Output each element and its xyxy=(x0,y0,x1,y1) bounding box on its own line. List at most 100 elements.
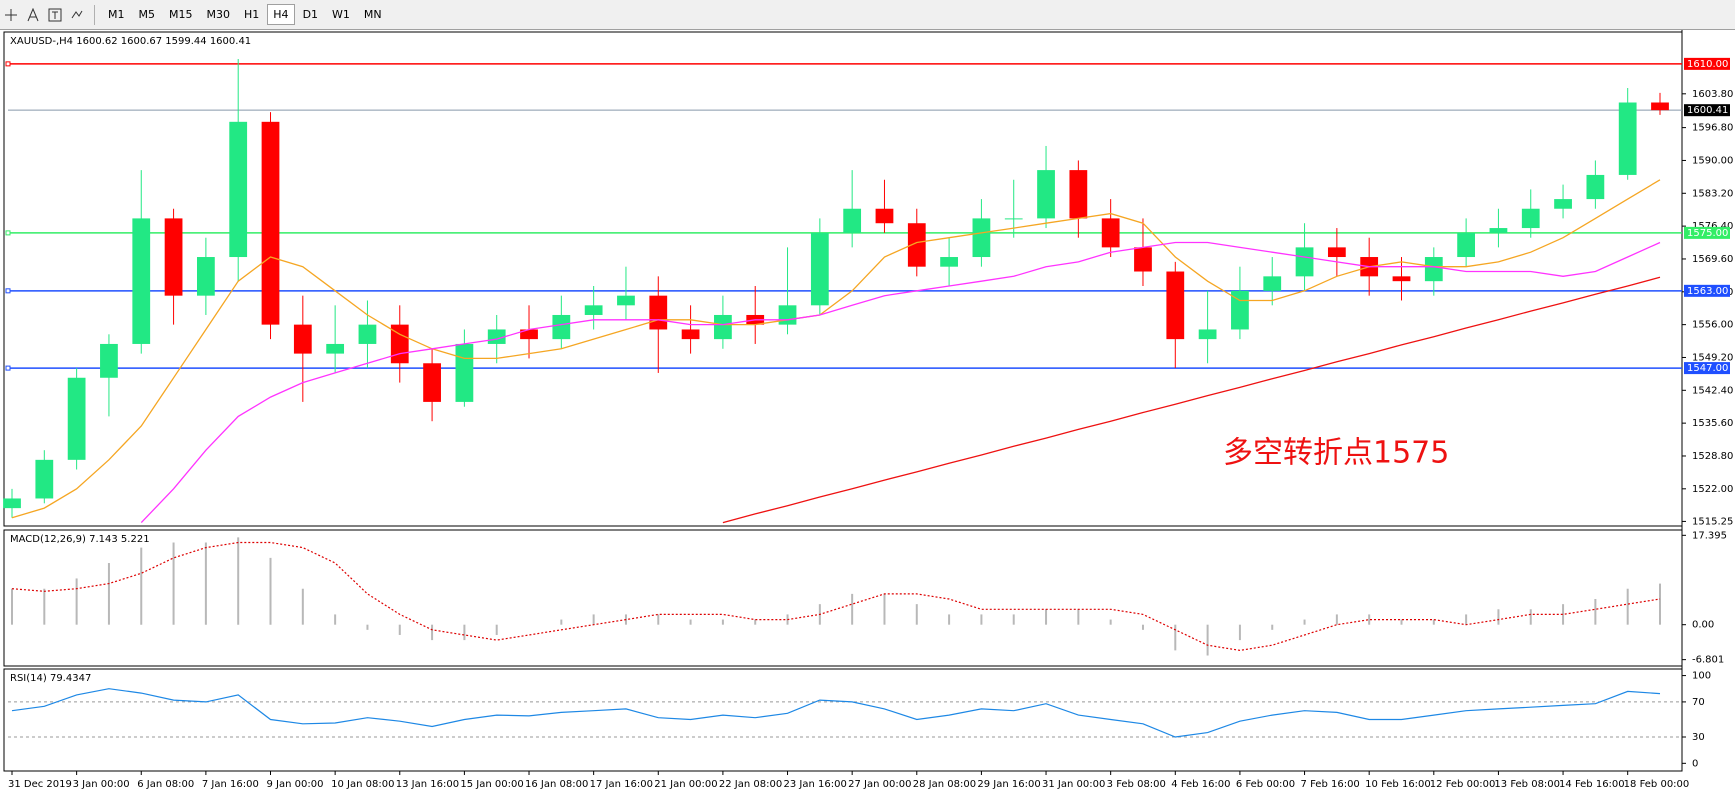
current-price-box xyxy=(1684,104,1730,117)
x-tick-label: 28 Jan 08:00 xyxy=(913,779,976,790)
text-tool-icon[interactable] xyxy=(22,4,44,26)
candle-body xyxy=(681,329,700,340)
y-tick-label: 1556.00 xyxy=(1692,320,1733,331)
timeframe-button[interactable]: M30 xyxy=(206,8,231,21)
x-tick-label: 31 Dec 2019 xyxy=(8,779,72,790)
y-tick-label: 1528.80 xyxy=(1692,451,1733,462)
x-tick-label: 22 Jan 08:00 xyxy=(719,779,782,790)
x-tick-label: 10 Feb 16:00 xyxy=(1365,779,1431,790)
timeframes: M1 M5 M15 M30 H1 H4 D1 W1 MN xyxy=(101,4,389,25)
candle-body xyxy=(778,305,797,325)
x-tick-label: 3 Feb 08:00 xyxy=(1107,779,1166,790)
candle-body xyxy=(293,324,312,354)
candle-body xyxy=(972,218,991,258)
candle-body xyxy=(229,121,248,258)
y-tick-label: 0 xyxy=(1692,758,1698,769)
candle-body xyxy=(1166,271,1185,340)
candle-body xyxy=(1651,102,1669,111)
timeframe-button[interactable]: H4 xyxy=(267,4,295,25)
panel-title: XAUUSD-,H4 1600.62 1600.67 1599.44 1600.… xyxy=(10,36,251,47)
level-label-box xyxy=(1684,284,1730,297)
candle-body xyxy=(67,377,86,460)
timeframe-button[interactable]: MN xyxy=(363,8,382,21)
y-tick-label: 70 xyxy=(1692,697,1705,708)
separator xyxy=(94,4,95,25)
x-tick-label: 4 Feb 16:00 xyxy=(1171,779,1230,790)
candle-body xyxy=(520,329,538,340)
candle-body xyxy=(617,295,635,306)
candle-body xyxy=(35,459,54,499)
level-label-box xyxy=(1684,362,1730,375)
label-tool-icon[interactable] xyxy=(44,4,66,26)
objects-icon[interactable] xyxy=(66,4,88,26)
level-label-box xyxy=(1684,226,1730,239)
x-tick-label: 6 Jan 08:00 xyxy=(137,779,194,790)
moving-average xyxy=(11,179,1661,519)
candle-body xyxy=(423,363,441,402)
level-anchor xyxy=(5,288,11,294)
x-tick-label: 3 Jan 00:00 xyxy=(73,779,130,790)
level-label: 1610.00 xyxy=(1687,59,1728,70)
y-tick-label: 17.395 xyxy=(1692,530,1727,541)
candle-body xyxy=(810,232,829,306)
y-tick-label: 1583.20 xyxy=(1692,188,1733,199)
candle-body xyxy=(584,305,603,315)
candle-body xyxy=(875,208,894,224)
rsi-line xyxy=(11,688,1661,738)
candle-body xyxy=(843,208,862,233)
candle-body xyxy=(907,223,926,267)
panel-title: RSI(14) 79.4347 xyxy=(10,673,91,684)
toolbar: M1 M5 M15 M30 H1 H4 D1 W1 MN xyxy=(0,0,1735,30)
level-anchor xyxy=(5,365,11,371)
x-tick-label: 10 Jan 08:00 xyxy=(331,779,394,790)
y-tick-label: 1576.40 xyxy=(1692,221,1733,232)
y-tick-label: 1569.60 xyxy=(1692,254,1733,265)
candle-body xyxy=(1295,247,1314,277)
candle-body xyxy=(326,343,345,354)
x-tick-label: 31 Jan 00:00 xyxy=(1042,779,1105,790)
cursor-icon[interactable] xyxy=(0,4,22,26)
x-tick-label: 7 Jan 16:00 xyxy=(202,779,259,790)
candle-body xyxy=(1457,232,1476,258)
chart: 1603.80 1596.80 1590.00 1583.20 1576.40 1569.… xyxy=(0,30,1735,796)
candle-body xyxy=(100,343,118,378)
timeframe-button[interactable]: M5 xyxy=(138,8,156,21)
x-tick-label: 7 Feb 16:00 xyxy=(1301,779,1360,790)
x-tick-label: 21 Jan 00:00 xyxy=(654,779,717,790)
candle-body xyxy=(552,314,571,340)
timeframe-button[interactable]: M15 xyxy=(169,8,193,21)
level-label-box xyxy=(1684,57,1730,70)
candle-body xyxy=(261,121,280,325)
candle-body xyxy=(940,257,958,267)
crosshair xyxy=(5,8,17,21)
candle-body xyxy=(1521,208,1540,229)
x-tick-label: 18 Feb 00:00 xyxy=(1624,779,1690,790)
timeframe-button[interactable]: M1 xyxy=(108,8,125,21)
candle-body xyxy=(1069,170,1088,219)
x-tick-label: 12 Feb 00:00 xyxy=(1430,779,1496,790)
candle-body xyxy=(1554,199,1572,209)
y-tick-label: 1603.80 xyxy=(1692,89,1733,100)
annotation: 多空转折点1575 xyxy=(1223,436,1449,471)
y-tick-label: 30 xyxy=(1692,732,1705,743)
candle-body xyxy=(164,218,183,296)
timeframe-button[interactable]: W1 xyxy=(332,8,350,21)
candle-body xyxy=(1198,329,1217,340)
y-tick-label: 1535.60 xyxy=(1692,418,1733,429)
y-tick-label: 1515.25 xyxy=(1692,516,1733,527)
level-label: 1563.00 xyxy=(1687,286,1728,297)
candle-body xyxy=(1424,257,1443,282)
timeframe-button[interactable]: D1 xyxy=(302,8,319,21)
candle-body xyxy=(1101,218,1120,248)
macd-signal xyxy=(11,541,1661,652)
timeframe-button[interactable]: H1 xyxy=(244,8,260,21)
y-tick-label: 1549.20 xyxy=(1692,352,1733,363)
candle-body xyxy=(1004,218,1023,220)
candle-body xyxy=(649,295,668,330)
candle-body xyxy=(358,324,377,344)
candle-body xyxy=(1037,170,1055,219)
x-tick-label: 27 Jan 00:00 xyxy=(848,779,911,790)
x-tick-label: 6 Feb 00:00 xyxy=(1236,779,1295,790)
level-label: 1575.00 xyxy=(1687,228,1728,239)
